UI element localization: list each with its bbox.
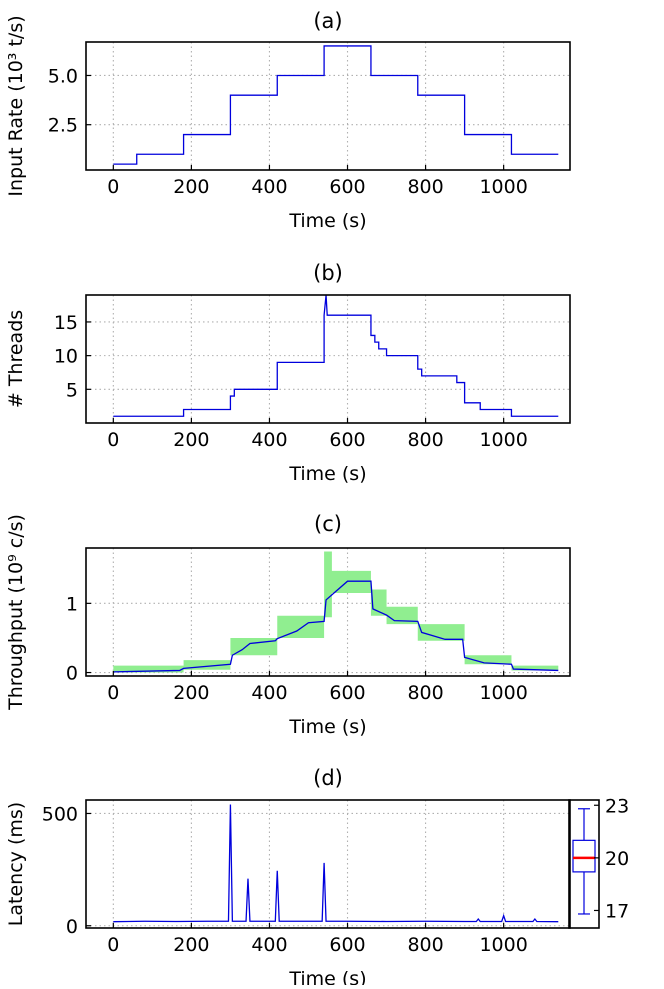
y-tick-label: 1 [66,593,78,615]
x-tick-label: 600 [329,934,365,956]
x-tick-label: 800 [407,429,443,451]
x-tick-label: 200 [173,934,209,956]
box-y-tick-label: 17 [605,900,629,922]
series-line-threads [113,294,559,417]
x-tick-label: 600 [329,176,365,198]
series-line-input-rate [113,45,559,165]
x-tick-label: 1000 [479,176,527,198]
x-tick-label: 800 [407,176,443,198]
y-axis-label: Input Rate (10³ t/s) [5,15,27,196]
panel-title: (b) [313,261,343,285]
y-axis-label: Throughput (10⁹ c/s) [5,514,27,711]
y-tick-label: 5.0 [48,65,78,87]
x-tick-label: 0 [107,429,119,451]
y-tick-label: 0 [66,916,78,938]
x-tick-label: 200 [173,429,209,451]
y-tick-label: 500 [42,803,78,825]
box-iqr [572,839,596,873]
panel-title: (c) [314,512,342,536]
x-tick-label: 1000 [479,429,527,451]
x-tick-label: 600 [329,429,365,451]
series-line-latency [113,804,559,923]
x-axis-label: Time (s) [288,716,366,738]
y-tick-label: 0 [66,663,78,685]
y-tick-label: 10 [54,346,78,368]
range-band [113,551,559,673]
panel-title: (d) [313,766,343,790]
panel-d: 0 200 400 600 800 1000 0 500 (d) Time (s) Latency … [5,766,629,989]
x-tick-label: 0 [107,176,119,198]
y-axis-label: Latency (ms) [5,802,27,926]
plot-frame [85,799,571,929]
boxplot-frame [568,799,600,929]
panel-c: 0 200 400 600 800 1000 0 1 (c) Time (s) Throughput… [5,512,571,738]
y-axis-label: # Threads [5,310,27,408]
plot-frame [85,294,571,424]
panel-a: 0 200 400 600 800 1000 2.5 5.0 (a) Time (s) Input … [5,9,571,232]
panel-title: (a) [313,9,342,33]
x-tick-label: 1000 [479,934,527,956]
y-tick-label: 2.5 [48,115,78,137]
x-tick-label: 400 [251,429,287,451]
series-line-throughput [113,580,559,673]
x-tick-label: 400 [251,176,287,198]
box-y-tick-label: 20 [605,848,629,870]
x-tick-label: 400 [251,682,287,704]
x-axis-label: Time (s) [288,463,366,485]
latency-boxplot: 17 20 23 [568,795,629,929]
x-axis-label: Time (s) [288,210,366,232]
x-tick-label: 400 [251,934,287,956]
y-tick-label: 5 [66,379,78,401]
x-tick-label: 200 [173,176,209,198]
x-tick-label: 800 [407,934,443,956]
x-tick-label: 0 [107,934,119,956]
x-tick-label: 0 [107,682,119,704]
y-tick-label: 15 [54,312,78,334]
plot-frame [85,547,571,677]
x-tick-label: 600 [329,682,365,704]
x-tick-label: 200 [173,682,209,704]
box-y-tick-label: 23 [605,795,629,817]
panel-b: 0 200 400 600 800 1000 5 10 15 (b) Time (s) # Threa… [5,261,571,485]
x-axis-label: Time (s) [288,968,366,985]
x-tick-label: 1000 [479,682,527,704]
plot-frame [85,41,571,171]
x-tick-label: 800 [407,682,443,704]
